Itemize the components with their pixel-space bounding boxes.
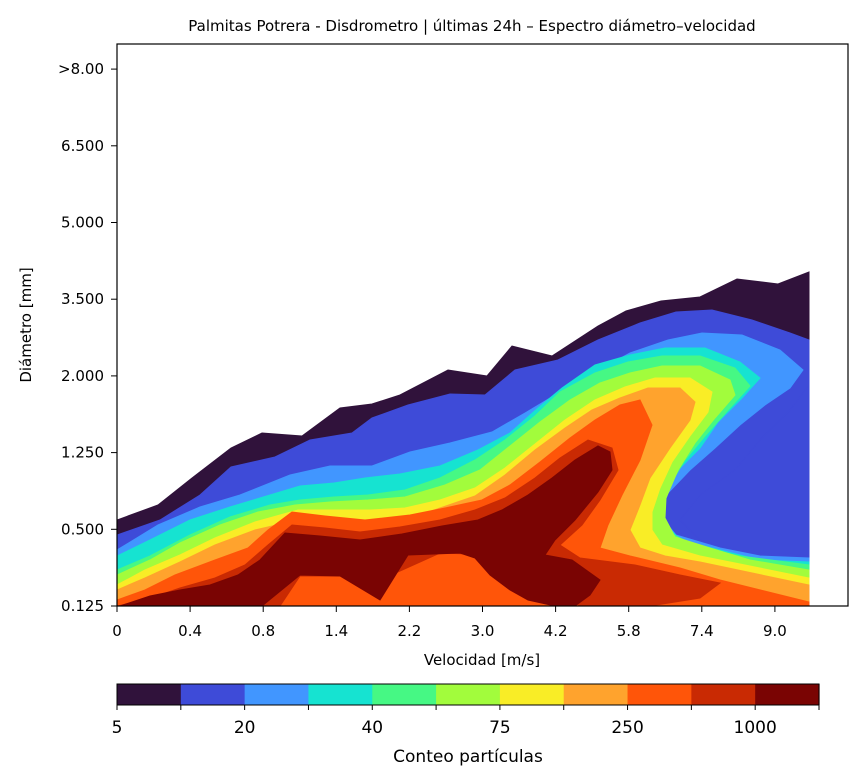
x-tick-label: 7.4 bbox=[690, 622, 714, 640]
colorbar-tick-label: 5 bbox=[112, 718, 123, 738]
colorbar-segment bbox=[436, 684, 501, 705]
colorbar: 5 20 40 75 250 1000 bbox=[112, 683, 820, 738]
colorbar-frame bbox=[116, 683, 820, 706]
colorbar-segment bbox=[180, 684, 246, 705]
x-tick-label: 0.8 bbox=[251, 622, 275, 640]
colorbar-segment bbox=[308, 684, 373, 705]
colorbar-segment bbox=[755, 684, 820, 705]
colorbar-segment bbox=[244, 684, 310, 705]
y-tick-label: 0.125 bbox=[61, 597, 104, 615]
colorbar-tick-label: 40 bbox=[361, 718, 383, 738]
colorbar-segment bbox=[627, 684, 692, 705]
colorbar-tick-label: 20 bbox=[234, 718, 256, 738]
colorbar-segment bbox=[691, 684, 756, 705]
colorbar-segment bbox=[117, 684, 182, 705]
colorbar-tick-label: 250 bbox=[611, 718, 643, 738]
y-tick-label: 2.000 bbox=[61, 367, 104, 385]
colorbar-tick-label: 1000 bbox=[734, 718, 777, 738]
y-tick-label: 1.250 bbox=[61, 444, 104, 462]
x-tick-label: 0.4 bbox=[178, 622, 202, 640]
x-axis: 0 0.4 0.8 1.4 2.2 3.0 4.2 5.8 7.4 9.0 bbox=[112, 606, 787, 640]
colorbar-segment bbox=[499, 684, 565, 705]
colorbar-segment bbox=[372, 684, 437, 705]
x-tick-label: 3.0 bbox=[471, 622, 495, 640]
x-tick-label: 4.2 bbox=[544, 622, 568, 640]
x-tick-label: 1.4 bbox=[324, 622, 348, 640]
y-tick-label: >8.00 bbox=[58, 60, 104, 78]
x-tick-label: 5.8 bbox=[617, 622, 641, 640]
y-tick-label: 3.500 bbox=[61, 290, 104, 308]
colorbar-tick-label: 75 bbox=[489, 718, 511, 738]
x-axis-title: Velocidad [m/s] bbox=[424, 651, 540, 669]
contour-level-11 bbox=[119, 445, 613, 606]
y-tick-label: 0.500 bbox=[61, 520, 104, 538]
y-tick-label: 5.000 bbox=[61, 214, 104, 232]
y-tick-label: 6.500 bbox=[61, 137, 104, 155]
chart-title: Palmitas Potrera - Disdrometro | últimas… bbox=[188, 17, 755, 35]
contour-layers bbox=[117, 271, 810, 606]
colorbar-label: Conteo partículas bbox=[393, 747, 543, 767]
colorbar-segment bbox=[563, 684, 629, 705]
y-axis: 0.125 0.500 1.250 2.000 3.500 5.000 6.500 >8.00 bbox=[58, 60, 117, 615]
x-tick-label: 0 bbox=[112, 622, 122, 640]
y-axis-title: Diámetro [mm] bbox=[17, 267, 35, 382]
x-tick-label: 2.2 bbox=[397, 622, 421, 640]
x-tick-label: 9.0 bbox=[763, 622, 787, 640]
